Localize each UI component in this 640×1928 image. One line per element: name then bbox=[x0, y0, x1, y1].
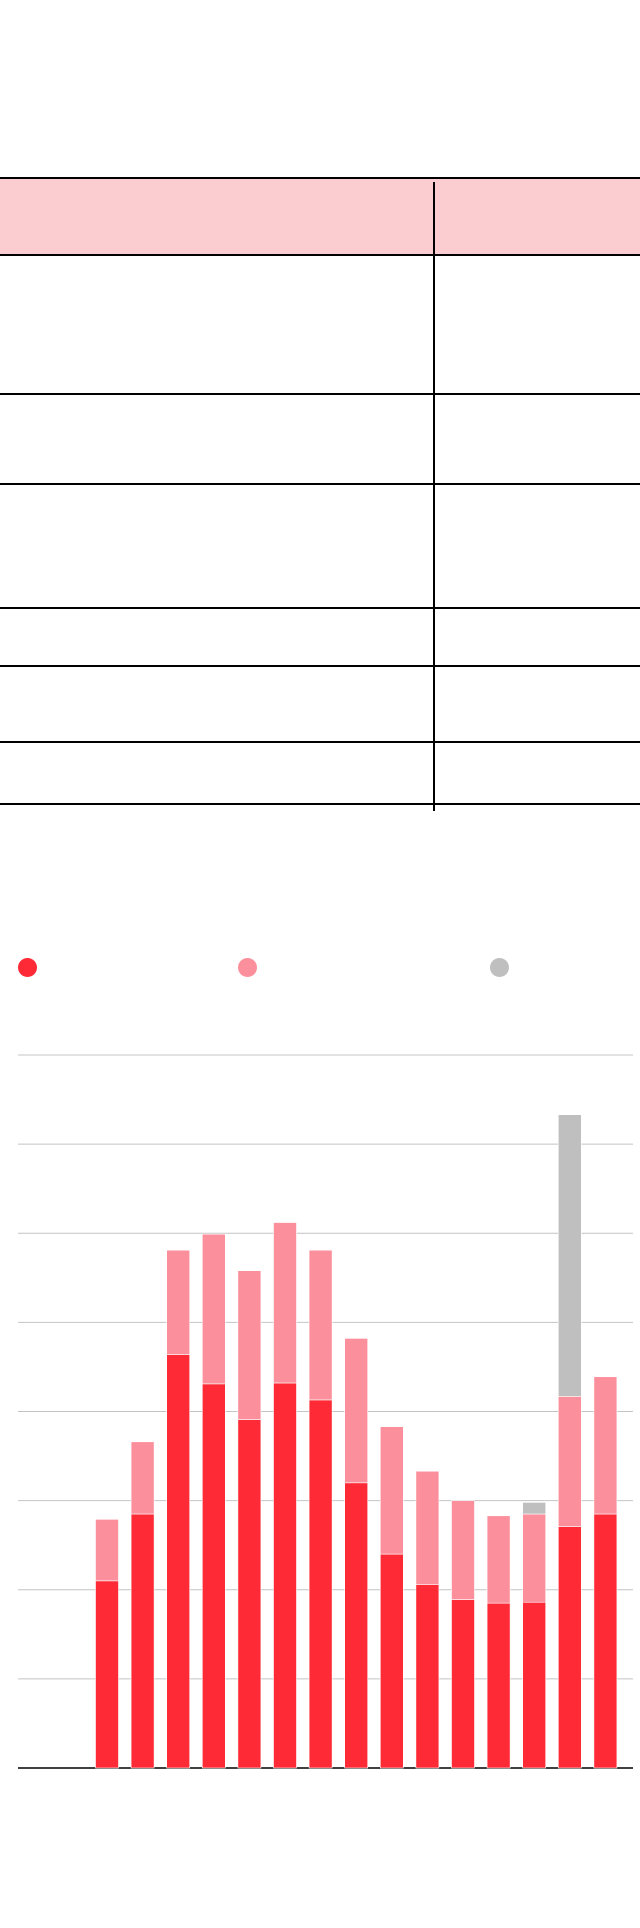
bar-segment-1-6 bbox=[273, 1382, 297, 1769]
bar-segment-1-8 bbox=[344, 1482, 369, 1769]
bar-segment-3-13 bbox=[522, 1502, 547, 1515]
bar-segment-2-8 bbox=[344, 1338, 369, 1484]
bar-segment-2-10 bbox=[415, 1470, 440, 1585]
bar-segment-2-5 bbox=[237, 1270, 262, 1420]
row-divider bbox=[0, 607, 640, 609]
legend-swatch bbox=[238, 958, 257, 977]
bar-segment-1-4 bbox=[202, 1383, 226, 1769]
bar-segment-1-3 bbox=[166, 1354, 190, 1769]
bar-segment-1-5 bbox=[237, 1419, 262, 1769]
row-divider bbox=[0, 665, 640, 667]
bar-segment-2-13 bbox=[522, 1513, 547, 1603]
bar-segment-1-7 bbox=[308, 1399, 333, 1769]
bar-segment-1-10 bbox=[415, 1584, 440, 1769]
column-divider bbox=[433, 182, 435, 811]
row-divider bbox=[0, 393, 640, 395]
bar-segment-2-15 bbox=[593, 1376, 618, 1515]
bar-segment-2-1 bbox=[95, 1519, 119, 1582]
bar-segment-2-14 bbox=[557, 1396, 582, 1527]
bar-segment-1-15 bbox=[593, 1513, 618, 1769]
bar-segment-1-12 bbox=[486, 1602, 511, 1769]
bar-segment-2-7 bbox=[308, 1249, 333, 1401]
bar-segment-2-9 bbox=[379, 1426, 404, 1555]
bar-segment-1-13 bbox=[522, 1601, 547, 1769]
row-divider bbox=[0, 741, 640, 743]
bar-segment-2-3 bbox=[166, 1249, 190, 1355]
bar-segment-2-11 bbox=[451, 1500, 475, 1600]
table-header bbox=[0, 178, 640, 255]
bar-segment-1-2 bbox=[130, 1513, 155, 1769]
legend-swatch bbox=[18, 958, 37, 977]
bar-segment-2-4 bbox=[202, 1233, 226, 1385]
bar-segment-2-6 bbox=[273, 1222, 297, 1384]
table-border bbox=[0, 803, 640, 805]
bar-segment-1-14 bbox=[557, 1526, 582, 1769]
legend-swatch bbox=[490, 958, 509, 977]
table-border bbox=[0, 177, 640, 179]
bar-segment-2-12 bbox=[486, 1515, 511, 1604]
bar-segment-1-1 bbox=[95, 1580, 119, 1769]
row-divider bbox=[0, 483, 640, 485]
bar-segment-1-9 bbox=[379, 1553, 404, 1769]
stacked-bar-chart bbox=[18, 1054, 633, 1769]
bar-segment-1-11 bbox=[451, 1599, 475, 1769]
bar-segment-2-2 bbox=[130, 1441, 155, 1515]
bar-segment-3-14 bbox=[557, 1114, 582, 1397]
row-divider bbox=[0, 254, 640, 256]
